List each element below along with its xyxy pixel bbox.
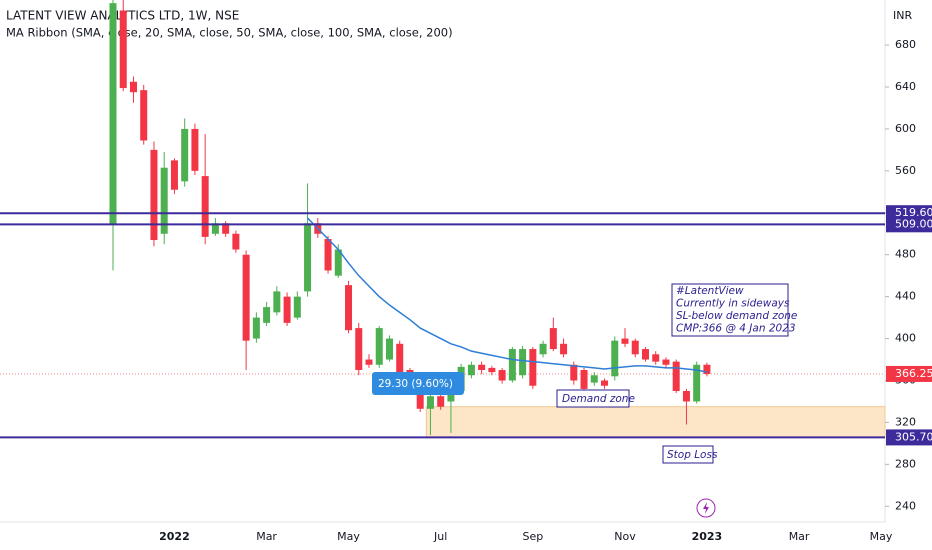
level-label: 509.00 [895,217,932,230]
note-box [671,283,789,337]
y-tick-label: 280 [895,457,916,470]
candle-body [570,364,578,381]
measure-label: 29.30 (9.60%) [378,378,453,390]
candle-body [641,349,649,360]
x-tick-label: May [870,530,893,543]
candle-body [437,396,445,407]
candle-body [631,340,639,355]
candle-body [478,364,486,371]
candle-body [191,128,199,171]
candle-body [283,296,291,323]
candle-body [385,338,393,360]
candle-body [672,361,680,391]
y-tick-label: 640 [895,80,916,93]
y-tick-label: 400 [895,332,916,345]
demand-label: Demand zone [562,393,635,405]
candle-body [304,223,312,292]
candle-body [560,343,568,355]
candle-body [140,90,148,141]
candle-body [652,354,660,362]
level-label: 305.70 [895,430,932,443]
level-tag [886,429,932,446]
candle-body [611,340,619,377]
candle-body [601,380,609,386]
demand-label-box [556,389,630,408]
candle-body [109,3,117,225]
candle-body [426,396,434,409]
candle-body [293,296,301,318]
candle-body [621,338,629,344]
y-tick-label: 560 [895,164,916,177]
candle-body [539,343,547,355]
candle-body [273,291,281,313]
candle-body [181,128,189,182]
measure-box [372,372,464,395]
candle-body [160,167,168,234]
y-tick-label: 680 [895,38,916,51]
y-tick-label: 440 [895,290,916,303]
candle-body [519,349,527,376]
y-tick-label: 240 [895,499,916,512]
candle-body [693,364,701,402]
x-tick-label: Sep [522,530,543,543]
candle-body [396,343,404,373]
level-tag [886,216,932,233]
candle-body [355,328,363,371]
candle-body [242,254,250,341]
candle-body [252,317,260,339]
candle-body [498,370,506,381]
y-tick-label: 320 [895,415,916,428]
candle-body [129,81,137,93]
stop-label-box [662,445,714,464]
candle-body [375,328,383,365]
level-label: 519.60 [895,206,932,219]
x-tick-label: 2022 [159,530,190,543]
note-line: Currently in sideways [676,298,790,310]
y-tick-label: 600 [895,122,916,135]
x-tick-label: Jul [433,530,447,543]
candle-body [529,349,537,386]
x-tick-label: 2023 [692,530,723,543]
candle-body [170,160,178,190]
x-tick-label: May [337,530,360,543]
candle-body [508,349,516,381]
candle-body [232,233,240,250]
candle-body [682,390,690,402]
candle-body [345,285,353,331]
y-tick-label: 480 [895,248,916,261]
demand-zone [425,406,886,438]
candle-body [467,364,475,376]
indicator-label: MA Ribbon (SMA, close, 20, SMA, close, 5… [6,26,453,40]
candle-body [222,223,230,234]
note-line: #LatentView [676,285,744,297]
candle-body [590,375,598,383]
currency: INR [893,9,912,22]
candle-body [488,367,496,373]
last-price-label: 366.25 [895,367,932,380]
stop-label: Stop Loss [667,449,718,461]
candle-body [263,307,271,323]
candle-body [324,238,332,271]
candle-body [211,223,219,234]
candle-body [150,149,158,241]
note-line: CMP:366 @ 4 Jan 2023 [676,323,796,335]
event-icon[interactable] [696,498,716,518]
x-tick-label: Nov [614,530,636,543]
event-bolt [703,502,709,514]
last-price-tag [886,365,932,382]
note-line: SL-below demand zone [676,310,797,322]
ma-line [307,217,708,373]
x-tick-label: Mar [789,530,810,543]
candle-body [549,328,557,350]
candle-body [334,249,342,276]
x-tick-label: Mar [256,530,277,543]
candle-body [662,359,670,365]
candle-body [703,364,711,374]
candle-body [201,176,209,237]
candle-body [365,359,373,365]
candle-body [580,370,588,389]
candle-body [119,10,127,89]
